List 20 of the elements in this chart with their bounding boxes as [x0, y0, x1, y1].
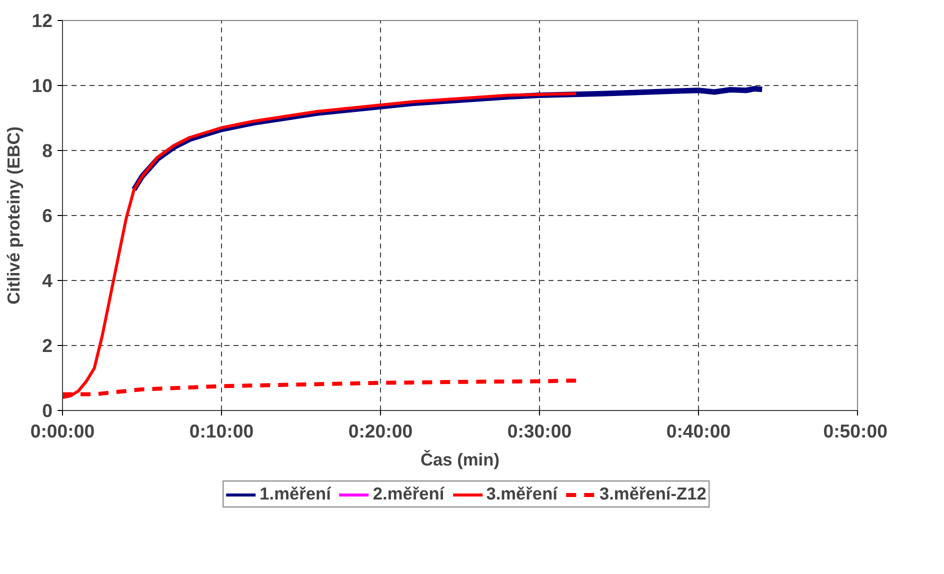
legend-label: 1.měření: [260, 484, 331, 504]
x-tick-label: 0:10:00: [189, 420, 254, 442]
x-tick-label: 0:40:00: [666, 420, 731, 442]
x-tick-label: 0:00:00: [30, 420, 95, 442]
y-tick-label: 8: [42, 140, 53, 161]
y-tick-label: 12: [32, 10, 53, 31]
x-tick-label: 0:50:00: [823, 420, 888, 442]
x-axis-title: Čas (min): [420, 450, 500, 470]
y-tick-label: 10: [32, 75, 53, 96]
legend-label: 3.měření: [486, 484, 558, 504]
x-tick-label: 0:20:00: [348, 420, 413, 442]
y-tick-label: 6: [42, 205, 53, 226]
legend-label: 2.měření: [372, 484, 444, 504]
y-tick-label: 2: [42, 335, 53, 356]
x-tick-label: 0:30:00: [507, 420, 572, 442]
line-series: [62, 92, 578, 399]
legend-label: 3.měření-Z12: [599, 484, 706, 504]
y-axis-title: Citlivé proteiny (EBC): [4, 126, 24, 305]
y-tick-label: 0: [42, 400, 53, 421]
y-tick-label: 4: [42, 270, 54, 291]
